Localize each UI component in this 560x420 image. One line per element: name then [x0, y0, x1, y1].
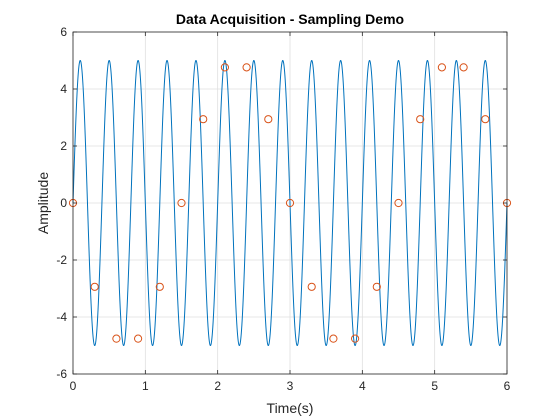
- sample-point: [307, 282, 316, 291]
- continuous-signal: [72, 59, 508, 347]
- y-axis-ticks: -6 -4 -2 0 2 4 6: [56, 25, 507, 381]
- chart-title: Data Acquisition - Sampling Demo: [176, 11, 404, 27]
- sample-point: [285, 198, 295, 208]
- sample-point: [351, 334, 360, 343]
- y-tick-label: -4: [56, 310, 67, 324]
- x-tick-label: 2: [214, 379, 221, 393]
- y-tick-label: 0: [60, 196, 67, 210]
- signal-line: [72, 59, 508, 347]
- y-tick-label: 4: [60, 82, 67, 96]
- x-tick-label: 0: [70, 379, 77, 393]
- x-tick-label: 1: [142, 379, 149, 393]
- sample-point: [242, 63, 251, 72]
- x-tick-label: 5: [431, 379, 438, 393]
- y-tick-label: 2: [60, 139, 67, 153]
- sample-point: [134, 334, 143, 343]
- sample-point: [394, 198, 403, 208]
- x-tick-label: 4: [359, 379, 366, 393]
- sample-point: [459, 63, 468, 72]
- x-tick-label: 6: [504, 379, 511, 393]
- y-tick-label: -2: [56, 253, 67, 267]
- x-axis-ticks: 0 1 2 3 4 5 6: [70, 32, 511, 393]
- sample-point: [416, 115, 425, 124]
- sample-point: [372, 282, 381, 291]
- y-axis-label: Amplitude: [35, 172, 51, 234]
- sample-point: [199, 115, 208, 124]
- sample-point: [481, 115, 490, 124]
- y-tick-label: 6: [60, 25, 67, 39]
- sample-point: [112, 334, 121, 343]
- x-tick-label: 3: [287, 379, 294, 393]
- sample-point: [329, 334, 338, 343]
- y-tick-label: -6: [56, 367, 67, 381]
- sample-point: [155, 282, 164, 291]
- sample-point: [90, 282, 99, 291]
- x-axis-label: Time(s): [267, 400, 314, 416]
- sample-point: [177, 198, 186, 208]
- sample-point: [264, 115, 273, 124]
- sample-point: [437, 63, 446, 72]
- sample-point: [220, 63, 229, 72]
